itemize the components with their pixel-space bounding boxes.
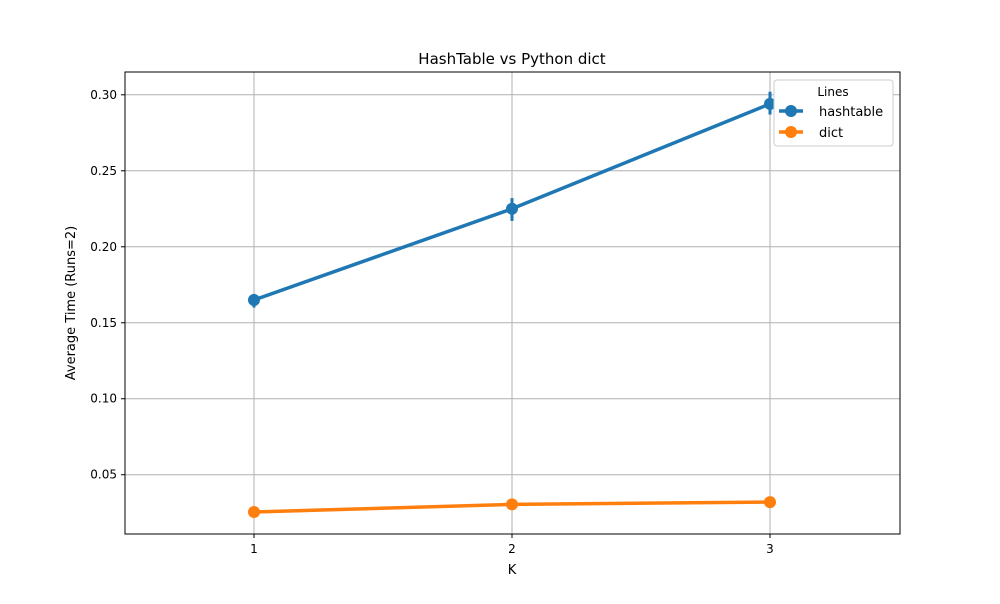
x-tick-label: 1 [250,542,258,556]
data-series [248,91,776,518]
y-tick-label: 0.05 [90,468,117,482]
data-point-hashtable [248,293,260,306]
legend-label-dict: dict [819,126,843,141]
legend-marker-dict [785,126,797,138]
chart-title: HashTable vs Python dict [418,50,606,68]
plot-area-frame [124,71,901,535]
legend-title: Lines [817,85,848,99]
series-dict [248,496,776,518]
grid-lines [125,72,900,534]
axis-ticks: 1 2 3 0.05 0.10 0.15 0.20 0.25 0.30 [90,88,774,556]
legend-label-hashtable: hashtable [819,105,883,120]
data-point-dict [248,505,260,518]
legend: Lines hashtable dict [773,79,894,147]
legend-box [773,79,894,147]
y-tick-label: 0.15 [90,316,117,330]
x-tick-label: 3 [766,542,774,556]
legend-marker-hashtable [785,105,797,117]
data-point-dict [764,496,776,509]
x-axis-label: K [508,563,517,578]
y-axis-label: Average Time (Runs=2) [64,226,79,380]
series-hashtable [248,91,776,308]
data-point-hashtable [506,202,518,215]
y-tick-label: 0.25 [90,164,117,178]
y-tick-label: 0.20 [90,240,117,254]
x-tick-label: 2 [508,542,516,556]
y-tick-label: 0.10 [90,392,117,406]
data-point-dict [506,498,518,511]
data-point-hashtable [764,97,776,110]
y-tick-label: 0.30 [90,88,117,102]
